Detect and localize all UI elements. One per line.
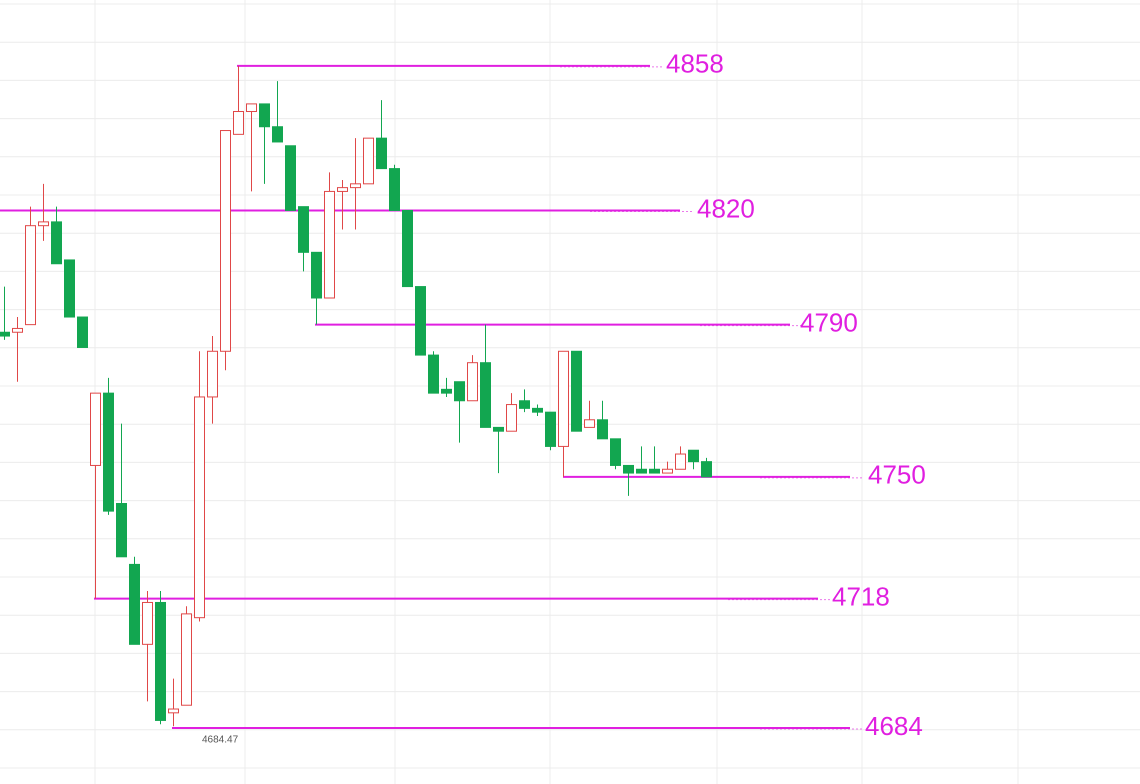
candle-body xyxy=(688,449,699,463)
candle-body xyxy=(168,708,179,714)
candle-body xyxy=(363,137,374,185)
candle-body xyxy=(337,187,348,192)
candle-body xyxy=(389,168,400,211)
candle-body xyxy=(545,411,556,447)
candle-body xyxy=(623,464,634,474)
candle-body xyxy=(272,126,283,143)
candle-body xyxy=(662,468,673,474)
candle-body xyxy=(0,331,10,337)
candle-body xyxy=(64,259,75,318)
level-label: 4750 xyxy=(868,460,926,490)
candle-body xyxy=(584,419,595,428)
candle-body xyxy=(142,601,153,645)
candle-body xyxy=(285,145,296,211)
candles: 4684.47 xyxy=(0,65,712,746)
levels: 4858 4820 4790 4750 4718 4684 xyxy=(0,49,926,741)
candle-body xyxy=(12,327,23,333)
candle-body xyxy=(129,563,140,645)
candle-body xyxy=(428,354,439,394)
level-label: 4790 xyxy=(800,308,858,338)
candle-body xyxy=(90,392,101,466)
candle-body xyxy=(155,601,166,721)
candle-body xyxy=(532,407,543,413)
candle-body xyxy=(259,103,270,128)
level-label: 4820 xyxy=(697,193,755,223)
candle-body xyxy=(233,111,244,135)
level-label: 4718 xyxy=(832,582,890,612)
candle-body xyxy=(51,221,62,265)
candle-body xyxy=(636,468,647,474)
candle-body xyxy=(376,137,387,170)
candle-body xyxy=(467,362,478,402)
candle-body xyxy=(324,190,335,299)
candle-body xyxy=(311,251,322,299)
candle-body xyxy=(220,130,231,352)
candle-body xyxy=(116,503,127,558)
candle-body xyxy=(402,209,413,288)
candle-body xyxy=(480,362,491,428)
candle-body xyxy=(298,206,309,253)
level-label: 4684 xyxy=(865,711,923,741)
candle-body xyxy=(571,350,582,432)
candle-body xyxy=(246,103,257,113)
candle-body xyxy=(610,438,621,466)
candle-body xyxy=(103,392,114,512)
candle-body xyxy=(350,183,361,189)
candle-body xyxy=(25,225,36,326)
candle-body xyxy=(181,613,192,706)
level-label: 4858 xyxy=(666,49,724,79)
candle-body xyxy=(597,419,608,440)
candle-body xyxy=(194,396,205,619)
candle-body xyxy=(649,468,660,474)
candle-body xyxy=(415,286,426,356)
candle-body xyxy=(38,221,49,227)
low-annotation: 4684.47 xyxy=(202,735,239,746)
candle-body xyxy=(701,461,712,478)
candle-body xyxy=(454,381,465,402)
candle-body xyxy=(675,453,686,470)
candle-body xyxy=(77,316,88,348)
candle-body xyxy=(558,350,569,447)
candle-body xyxy=(441,388,452,394)
candle-body xyxy=(207,350,218,398)
candle-body xyxy=(506,404,517,432)
candle-body xyxy=(493,426,504,432)
candle-body xyxy=(519,400,530,409)
